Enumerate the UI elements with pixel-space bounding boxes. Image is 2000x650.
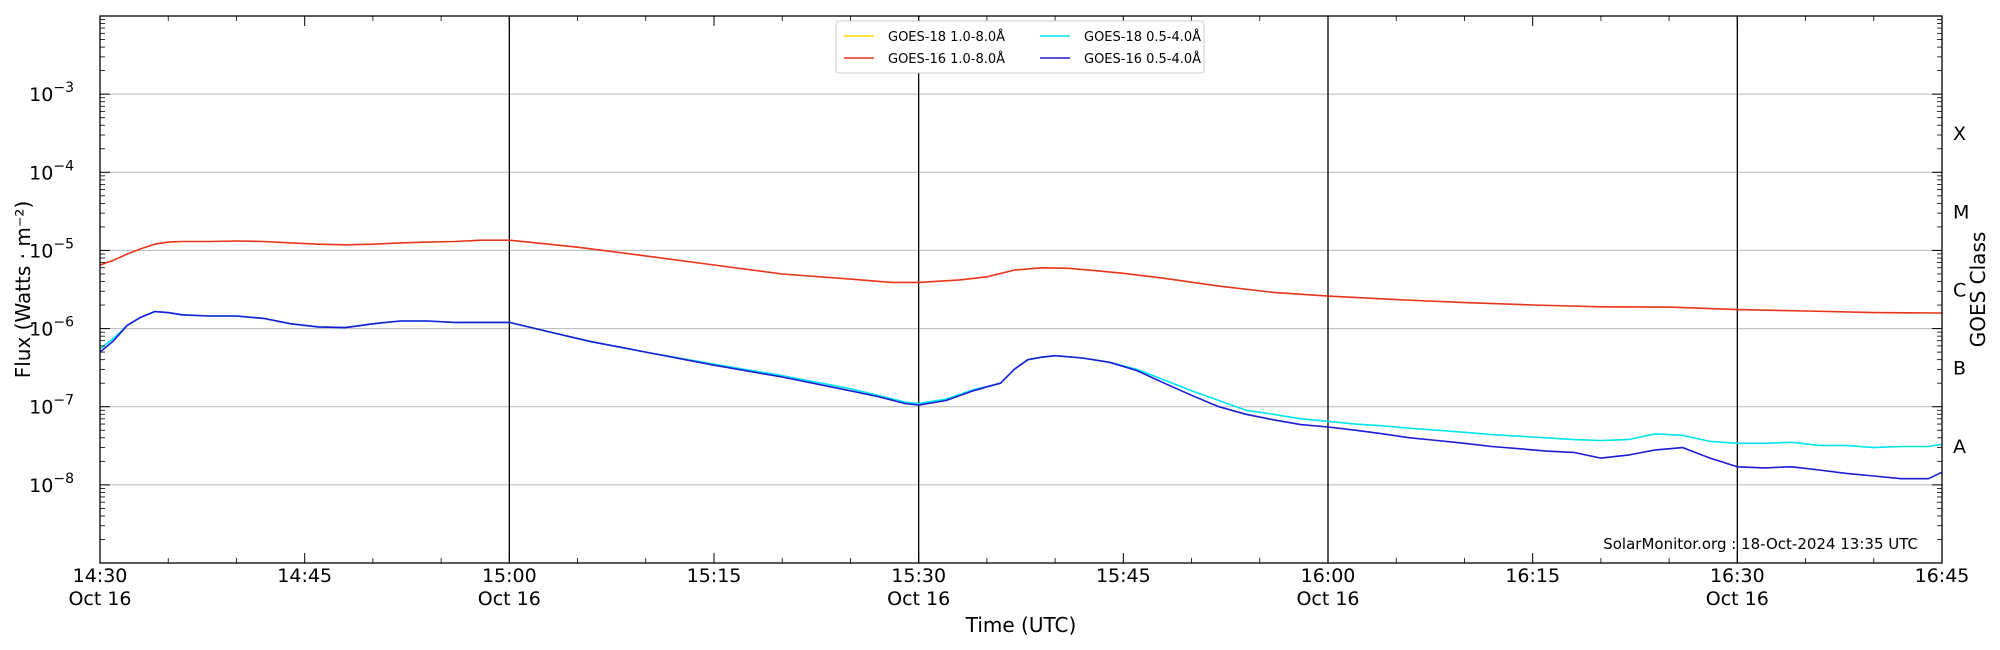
- goes-class-label-b: B: [1953, 358, 1966, 380]
- legend-label: GOES-16 0.5-4.0Å: [1084, 51, 1201, 67]
- series-line-goes-18-0-5-4-0-: [99, 310, 1943, 449]
- x-tick-label-time: 14:30: [73, 565, 128, 587]
- x-tick-label-time: 16:00: [1301, 565, 1356, 587]
- y-tick-label: 10−5: [29, 236, 74, 262]
- series-line-goes-16-0-5-4-0-: [99, 310, 1943, 480]
- x-tick-label-date: Oct 16: [1706, 588, 1769, 610]
- x-axis-label: Time (UTC): [965, 613, 1077, 637]
- x-tick-label-date: Oct 16: [887, 588, 950, 610]
- legend: GOES-18 1.0-8.0Å GOES-16 1.0-8.0Å GOES-18 …: [835, 20, 1205, 74]
- y-tick-label: 10−6: [29, 315, 74, 341]
- x-tick-label-date: Oct 16: [68, 588, 131, 610]
- y-tick-label: 10−4: [29, 158, 74, 184]
- x-tick-label-time: 16:45: [1915, 565, 1970, 587]
- series-line-goes-16-1-0-8-0-: [99, 239, 1943, 314]
- x-tick-label-time: 15:30: [891, 565, 946, 587]
- x-tick-label-time: 15:15: [687, 565, 742, 587]
- legend-label: GOES-16 1.0-8.0Å: [888, 51, 1005, 67]
- x-tick-label-time: 15:00: [482, 565, 537, 587]
- legend-label: GOES-18 0.5-4.0Å: [1084, 29, 1201, 45]
- y-tick-label: 10−7: [29, 393, 74, 419]
- legend-box: [835, 20, 1205, 74]
- goes-class-label-a: A: [1953, 436, 1966, 458]
- y-tick-label: 10−8: [29, 471, 74, 497]
- y2-axis-label: GOES Class: [1966, 232, 1990, 348]
- legend-label: GOES-18 1.0-8.0Å: [888, 29, 1005, 45]
- vertical-reference-lines: [508, 16, 1738, 563]
- y-axis-label: Flux (Watts · m⁻²): [11, 201, 35, 379]
- x-tick-label-time: 15:45: [1096, 565, 1151, 587]
- y-axis-label-group: Flux (Watts · m⁻²): [11, 201, 35, 379]
- y-tick-label: 10−3: [29, 80, 74, 106]
- grid-layer: [100, 93, 1942, 486]
- x-tick-label-date: Oct 16: [478, 588, 541, 610]
- x-tick-label-time: 16:15: [1505, 565, 1560, 587]
- goes-class-label-group: GOES Class: [1966, 232, 1990, 348]
- series-layer: [99, 239, 1943, 480]
- x-tick-label-time: 16:30: [1710, 565, 1765, 587]
- x-tick-label-time: 14:45: [277, 565, 332, 587]
- goes-class-label-c: C: [1953, 280, 1966, 302]
- goes-class-label-m: M: [1953, 201, 1969, 223]
- plot-frame: [99, 15, 1943, 564]
- goes-class-label-x: X: [1953, 123, 1966, 145]
- watermark-text: SolarMonitor.org : 18-Oct-2024 13:35 UTC: [1603, 535, 1918, 553]
- x-tick-label-date: Oct 16: [1296, 588, 1359, 610]
